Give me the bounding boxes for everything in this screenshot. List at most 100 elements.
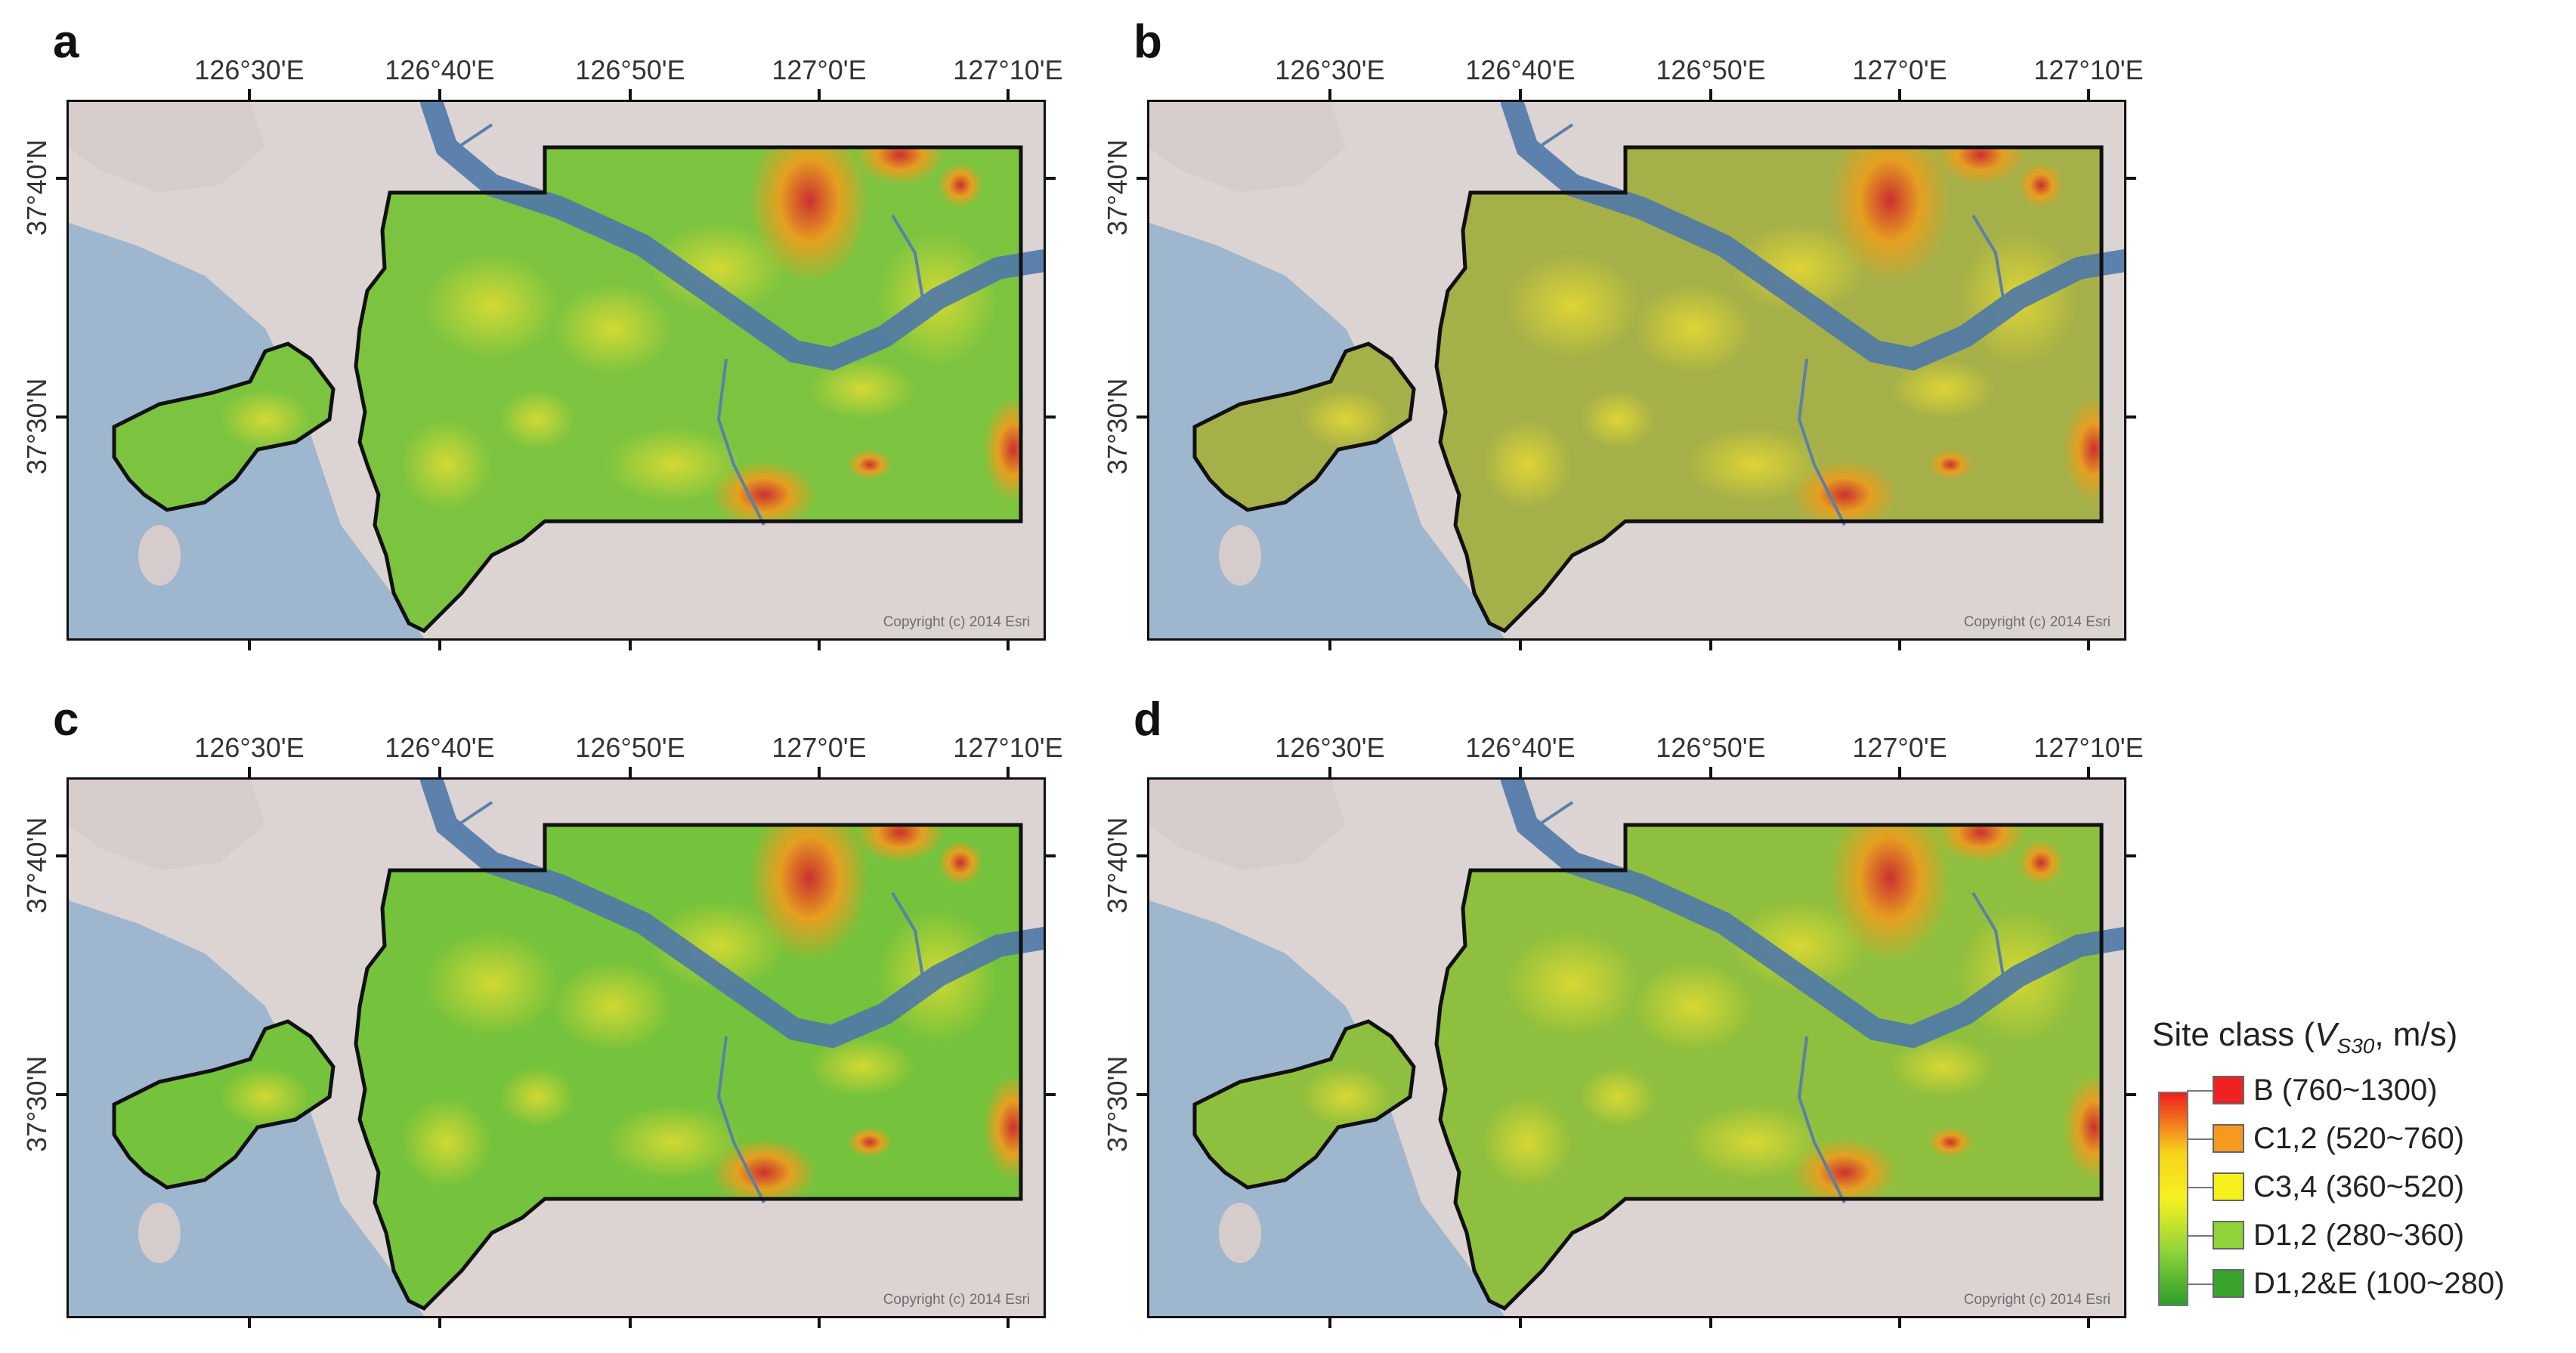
medium-velocity-zone [1482,1097,1573,1188]
study-area-boundary [354,823,1023,1311]
site-class-hotspots [1300,147,2101,529]
island-boundary [112,341,336,512]
legend-title-suffix: , m/s) [2374,1016,2458,1053]
legend-item: D1,2&E (100~280) [2213,1261,2504,1306]
high-velocity-zone [1928,449,1973,480]
legend-swatch [2213,1124,2244,1153]
latitude-label: 37°30'N [1102,378,1133,474]
frame-tick [2087,767,2090,779]
medium-velocity-zone [499,1067,575,1127]
frame-tick [1709,767,1712,779]
high-velocity-zone [1935,825,2026,863]
medium-velocity-zone [1504,931,1641,1036]
high-velocity-zone [938,162,983,208]
latitude-label: 37°40'N [1102,817,1133,913]
legend-connector [2187,1138,2213,1140]
high-velocity-zone [847,1127,892,1157]
terrain-basemap [69,780,265,870]
medium-velocity-zone [401,1097,492,1188]
frame-tick [629,638,632,650]
longitude-label: 127°10'E [953,732,1063,763]
high-velocity-zone [1829,825,1950,961]
high-velocity-zone [2064,397,2101,502]
frame-tick [818,1316,821,1328]
legend-connector [2187,1090,2213,1092]
longitude-label: 127°0'E [772,54,867,85]
longitude-label: 126°50'E [575,54,685,85]
site-class-map [1149,780,2124,1316]
longitude-label: 127°10'E [953,54,1063,85]
medium-velocity-zone [605,427,741,502]
medium-velocity-zone [401,419,492,510]
frame-tick [248,89,251,101]
frame-tick [1519,89,1522,101]
longitude-label: 127°10'E [2033,732,2144,763]
high-velocity-zone [855,147,945,185]
medium-velocity-zone [651,900,787,991]
longitude-label: 127°10'E [2033,54,2144,85]
map-panel-c: c 126°30'E 126°40'E 126°50'E 127°0'E 127°10'E… [0,678,1081,1353]
legend-label: B (760~1300) [2253,1073,2438,1107]
han-river [1501,780,2124,1049]
medium-velocity-zone [552,961,673,1052]
high-velocity-zone [2018,840,2064,885]
legend-title: Site class (VS30, m/s) [2152,1016,2457,1058]
small-island [1219,1203,1261,1263]
frame-tick [1007,89,1010,101]
medium-velocity-zone [651,223,787,314]
high-velocity-zone [938,840,983,885]
legend-swatch [2213,1076,2244,1104]
frame-tick [1519,638,1522,650]
medium-velocity-zone [1580,389,1656,449]
medium-velocity-zone [1482,419,1573,510]
map-panel-d: d 126°30'E 126°40'E 126°50'E 127°0'E 127°10'E… [1081,678,2161,1353]
site-class-map [1149,102,2124,638]
panel-letter: a [53,16,79,68]
frame-tick [438,89,441,101]
site-class-hotspots [220,147,1021,529]
frame-tick [2087,638,2090,650]
frame-tick [438,767,441,779]
medium-velocity-zone [1731,223,1867,314]
frame-tick [2124,854,2136,857]
longitude-label: 127°0'E [772,732,867,763]
tributary-stream [1526,801,2005,1203]
longitude-label: 126°30'E [194,732,305,763]
frame-tick [1328,89,1331,101]
study-area-boundary [1434,145,2104,634]
map-panel-a: a 126°30'E 126°40'E 126°50'E 127°0'E 127°10'E… [0,0,1081,675]
longitude-label: 126°40'E [385,732,495,763]
medium-velocity-zone [1890,359,1996,419]
legend-connector [2187,1187,2213,1188]
medium-velocity-zone [1580,1067,1656,1127]
medium-velocity-zone [809,1036,915,1097]
frame-tick [1136,177,1149,180]
high-velocity-zone [711,461,817,529]
frame-tick [1044,177,1056,180]
frame-tick [248,767,251,779]
basemap-copyright: Copyright (c) 2014 Esri [1963,1292,2111,1308]
frame-tick [2087,89,2090,101]
frame-tick [2124,1093,2136,1096]
small-island [1219,525,1261,585]
medium-velocity-zone [220,1067,311,1127]
longitude-label: 126°50'E [1656,732,1766,763]
frame-tick [1898,638,1901,650]
medium-velocity-zone [1633,961,1754,1052]
longitude-label: 126°30'E [1275,732,1385,763]
high-velocity-zone [855,825,945,863]
latitude-label: 37°40'N [21,139,52,236]
longitude-label: 126°40'E [1465,732,1576,763]
longitude-label: 126°40'E [385,54,495,85]
legend-label: C1,2 (520~760) [2253,1121,2465,1155]
frame-tick [56,854,68,857]
longitude-label: 126°30'E [1275,54,1385,85]
frame-tick [248,638,251,650]
latitude-label: 37°30'N [1102,1055,1133,1152]
frame-tick [1007,1316,1010,1328]
frame-tick [56,415,68,419]
frame-tick [1898,767,1901,779]
map-frame: Copyright (c) 2014 Esri [66,777,1046,1318]
panel-letter: c [53,693,79,746]
small-island [138,525,181,585]
